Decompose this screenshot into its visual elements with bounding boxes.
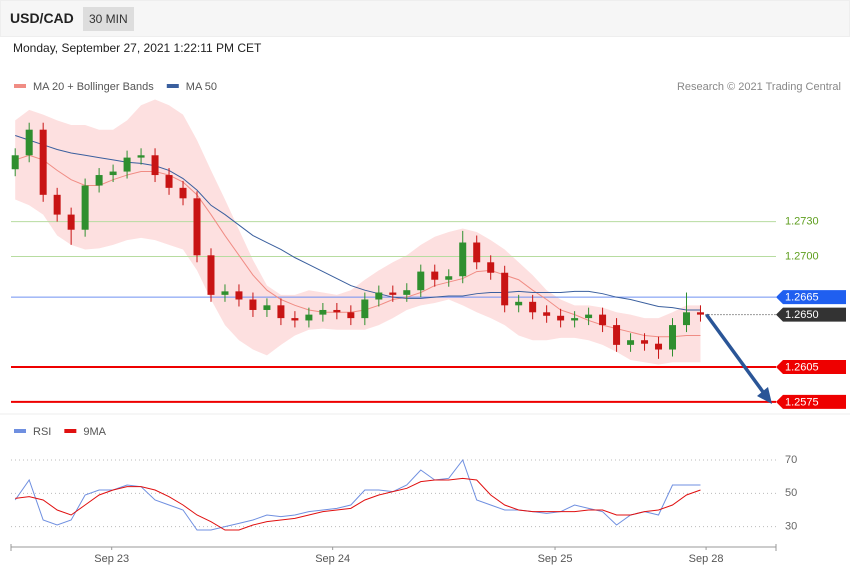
candle-body [305, 314, 313, 321]
candle-body [39, 129, 47, 195]
x-tick-label: Sep 25 [538, 553, 573, 565]
level-label: 1.2700 [785, 250, 819, 262]
bollinger-band [15, 99, 701, 365]
level-label-box [776, 359, 846, 374]
legend-swatch [166, 84, 179, 88]
candle-body [627, 340, 635, 345]
candle-body [67, 214, 75, 230]
candle-body [11, 155, 19, 170]
candle-body [473, 242, 481, 263]
legend-swatch [64, 429, 77, 433]
candle-body [585, 314, 593, 319]
candle-body [403, 290, 411, 295]
candle-body [221, 291, 229, 295]
candle-body [291, 318, 299, 321]
candle-body [543, 312, 551, 316]
level-label: 1.2665 [785, 292, 819, 304]
candle-body [109, 171, 117, 176]
candle-body [263, 305, 271, 310]
legend-label: RSI [33, 426, 51, 438]
candle-body [361, 299, 369, 319]
candle-body [235, 291, 243, 300]
symbol: USD/CAD [10, 10, 74, 26]
candle-body [571, 318, 579, 321]
legend-swatch [14, 84, 26, 88]
candle-body [347, 312, 355, 319]
candle-body [682, 312, 690, 326]
candle-body [655, 343, 663, 350]
header [0, 0, 850, 37]
candle-body [81, 185, 89, 230]
candle-body [249, 299, 257, 310]
legend-label: 9MA [83, 426, 106, 438]
candle-body [445, 276, 453, 280]
candle-body [389, 292, 397, 295]
candle-body [529, 301, 537, 313]
candle-body [417, 271, 425, 291]
level-label: 1.2605 [785, 361, 819, 373]
candle-body [557, 315, 565, 321]
level-label: 1.2575 [785, 396, 819, 408]
y-tick-label: 50 [785, 487, 797, 499]
candle-body [207, 255, 215, 295]
candle-body [165, 175, 173, 188]
candle-body [25, 129, 33, 156]
candle-body [95, 175, 103, 186]
candle-body [179, 187, 187, 199]
level-label: 1.2730 [785, 215, 819, 227]
forecast-arrowhead [757, 387, 772, 404]
x-tick-label: Sep 28 [689, 553, 724, 565]
y-tick-label: 70 [785, 454, 797, 466]
candle-body [696, 312, 704, 315]
level-label-box [776, 394, 846, 409]
candle-body [459, 242, 467, 277]
candle-body [277, 305, 285, 319]
legend-label: MA 20 + Bollinger Bands [33, 81, 154, 93]
candle-body [319, 309, 327, 315]
candle-body [641, 340, 649, 344]
candle-body [515, 301, 523, 306]
candle-body [151, 155, 159, 176]
level-label-box [776, 307, 846, 322]
y-tick-label: 30 [785, 521, 797, 533]
series-line [14, 458, 701, 531]
candle-body [599, 314, 607, 326]
legend-swatch [14, 429, 26, 433]
credit: Research © 2021 Trading Central [677, 81, 841, 93]
candle-body [375, 292, 383, 300]
x-tick-label: Sep 24 [315, 553, 350, 565]
candle-body [613, 325, 621, 345]
legend-label: MA 50 [186, 81, 217, 93]
series-line [15, 477, 701, 531]
ma-line [15, 154, 701, 338]
candle-body [137, 155, 145, 158]
candle-body [431, 271, 439, 280]
timestamp: Monday, September 27, 2021 1:22:11 PM CE… [13, 41, 262, 55]
forecast-arrow [705, 313, 768, 398]
candle-body [487, 262, 495, 273]
candle-body [53, 194, 61, 215]
candle-body [193, 198, 201, 256]
candle-body [669, 325, 677, 350]
level-label: 1.2650 [785, 309, 819, 321]
candle-body [501, 272, 509, 306]
candle-body [333, 309, 341, 313]
x-tick-label: Sep 23 [94, 553, 129, 565]
level-label-box [776, 290, 846, 305]
candle-body [123, 157, 131, 172]
interval-button[interactable]: 30 MIN [83, 7, 134, 31]
